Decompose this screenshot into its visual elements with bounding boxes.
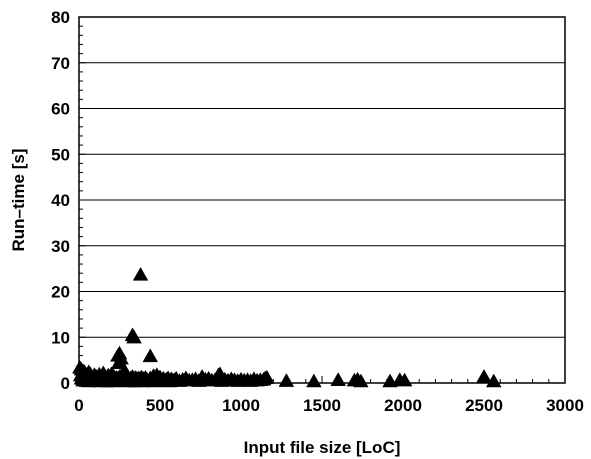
y-axis-title: Run–time [s] — [9, 149, 28, 252]
data-point-triangle — [306, 373, 322, 388]
data-point-triangle — [80, 364, 97, 379]
x-tick-label: 1500 — [303, 396, 341, 415]
y-tick-label: 40 — [51, 191, 70, 210]
data-point-triangle — [278, 373, 295, 387]
y-tick-label: 20 — [51, 283, 70, 302]
y-tick-label: 0 — [61, 374, 70, 393]
data-point-triangle — [113, 350, 129, 365]
tick-labels: 0 10 20 30 40 50 60 70 80 0 500 1000 1500 2000 2500 300… — [51, 8, 584, 415]
data-point-triangle — [142, 348, 159, 363]
x-tick-label: 500 — [146, 396, 174, 415]
x-tick-label: 2000 — [384, 396, 422, 415]
x-tick-label: 0 — [74, 396, 83, 415]
data-point-triangle — [353, 373, 369, 388]
data-point-triangle — [257, 370, 274, 385]
x-tick-label: 1000 — [222, 396, 260, 415]
y-tick-label: 70 — [51, 54, 70, 73]
y-tick-label: 80 — [51, 8, 70, 27]
y-tick-label: 30 — [51, 237, 70, 256]
x-axis-title: Input file size [LoC] — [244, 438, 401, 457]
y-tick-label: 50 — [51, 145, 70, 164]
data-point-triangle — [116, 362, 133, 377]
y-tick-label: 10 — [51, 328, 70, 347]
grid-lines — [79, 16, 565, 338]
data-points — [72, 266, 502, 388]
x-tick-label: 3000 — [546, 396, 584, 415]
data-point-triangle — [132, 266, 149, 281]
data-point-triangle — [485, 373, 502, 388]
x-tick-label: 2500 — [465, 396, 503, 415]
data-point-triangle — [212, 366, 228, 380]
y-tick-label: 60 — [51, 100, 70, 119]
axes — [78, 16, 566, 384]
data-point-triangle — [126, 329, 142, 344]
